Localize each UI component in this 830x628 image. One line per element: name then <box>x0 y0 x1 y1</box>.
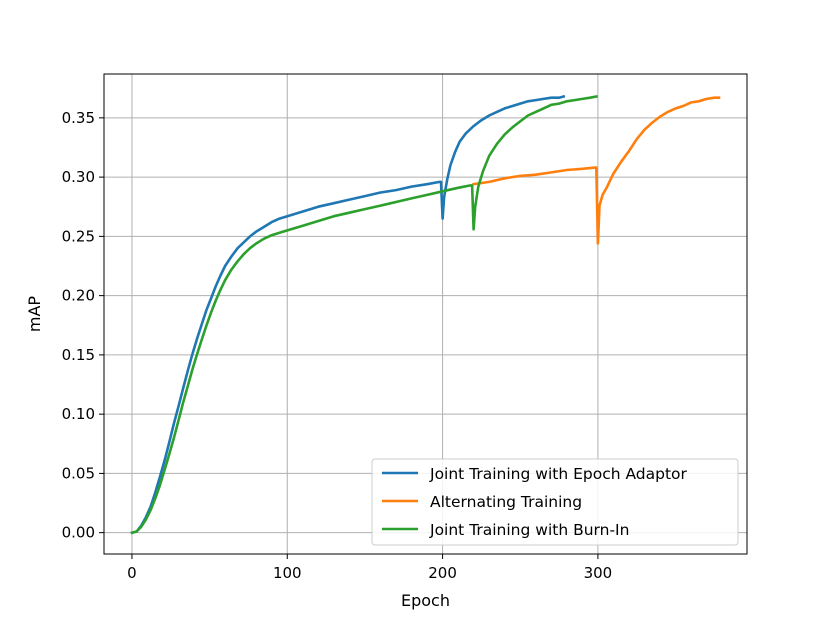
series-line <box>130 94 598 535</box>
ticks: 0 100 200 300 0.00 0.05 0.10 0.15 0.20 0.25 0.30 0.… <box>62 109 613 582</box>
legend: Joint Training with Epoch Adaptor Altern… <box>371 458 739 546</box>
y-tick-label: 0.15 <box>62 346 95 364</box>
x-axis-label: Epoch <box>401 591 450 610</box>
series-line <box>130 94 566 535</box>
x-tick-label: 100 <box>273 564 302 582</box>
legend-label: Joint Training with Burn-In <box>429 521 629 539</box>
y-tick-label: 0.00 <box>62 524 95 542</box>
y-tick-label: 0.35 <box>62 109 95 127</box>
legend-box <box>371 458 739 546</box>
y-tick-label: 0.05 <box>62 464 95 482</box>
y-axis-label: mAP <box>25 296 44 333</box>
x-tick-label: 0 <box>127 564 137 582</box>
y-tick-label: 0.20 <box>62 287 95 305</box>
legend-item: Alternating Training <box>382 493 582 511</box>
series-lines <box>130 94 721 535</box>
legend-item: Joint Training with Epoch Adaptor <box>382 465 688 483</box>
x-tick-label: 300 <box>584 564 613 582</box>
y-tick-label: 0.30 <box>62 168 95 186</box>
legend-label: Joint Training with Epoch Adaptor <box>429 465 688 483</box>
y-tick-label: 0.25 <box>62 227 95 245</box>
legend-label: Alternating Training <box>430 493 582 511</box>
legend-item: Joint Training with Burn-In <box>382 521 629 539</box>
y-tick-label: 0.10 <box>62 405 95 423</box>
axes-frame <box>103 73 748 555</box>
series-line <box>472 96 721 245</box>
x-tick-label: 200 <box>428 564 457 582</box>
